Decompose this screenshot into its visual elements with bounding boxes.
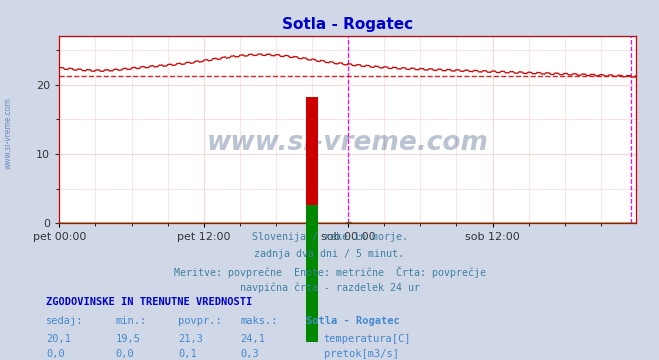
Text: www.si-vreme.com: www.si-vreme.com bbox=[207, 130, 488, 156]
Text: navpična črta - razdelek 24 ur: navpična črta - razdelek 24 ur bbox=[239, 283, 420, 293]
Text: Sotla - Rogatec: Sotla - Rogatec bbox=[306, 316, 400, 326]
Text: 20,1: 20,1 bbox=[46, 334, 71, 344]
Text: min.:: min.: bbox=[115, 316, 146, 326]
Text: sedaj:: sedaj: bbox=[46, 316, 84, 326]
Text: 0,1: 0,1 bbox=[178, 349, 196, 359]
Text: ZGODOVINSKE IN TRENUTNE VREDNOSTI: ZGODOVINSKE IN TRENUTNE VREDNOSTI bbox=[46, 297, 252, 307]
Text: 0,0: 0,0 bbox=[115, 349, 134, 359]
Text: maks.:: maks.: bbox=[241, 316, 278, 326]
Bar bbox=[306, 205, 318, 342]
Text: zadnja dva dni / 5 minut.: zadnja dva dni / 5 minut. bbox=[254, 249, 405, 259]
Title: Sotla - Rogatec: Sotla - Rogatec bbox=[282, 17, 413, 32]
Bar bbox=[306, 97, 318, 234]
Text: pretok[m3/s]: pretok[m3/s] bbox=[324, 349, 399, 359]
Text: 24,1: 24,1 bbox=[241, 334, 266, 344]
Text: www.si-vreme.com: www.si-vreme.com bbox=[3, 97, 13, 169]
Text: 21,3: 21,3 bbox=[178, 334, 203, 344]
Text: temperatura[C]: temperatura[C] bbox=[324, 334, 411, 344]
Text: Meritve: povprečne  Enote: metrične  Črta: povprečje: Meritve: povprečne Enote: metrične Črta:… bbox=[173, 266, 486, 278]
Text: 0,3: 0,3 bbox=[241, 349, 259, 359]
Text: 19,5: 19,5 bbox=[115, 334, 140, 344]
Text: povpr.:: povpr.: bbox=[178, 316, 221, 326]
Text: 0,0: 0,0 bbox=[46, 349, 65, 359]
Text: Slovenija / reke in morje.: Slovenija / reke in morje. bbox=[252, 232, 407, 242]
